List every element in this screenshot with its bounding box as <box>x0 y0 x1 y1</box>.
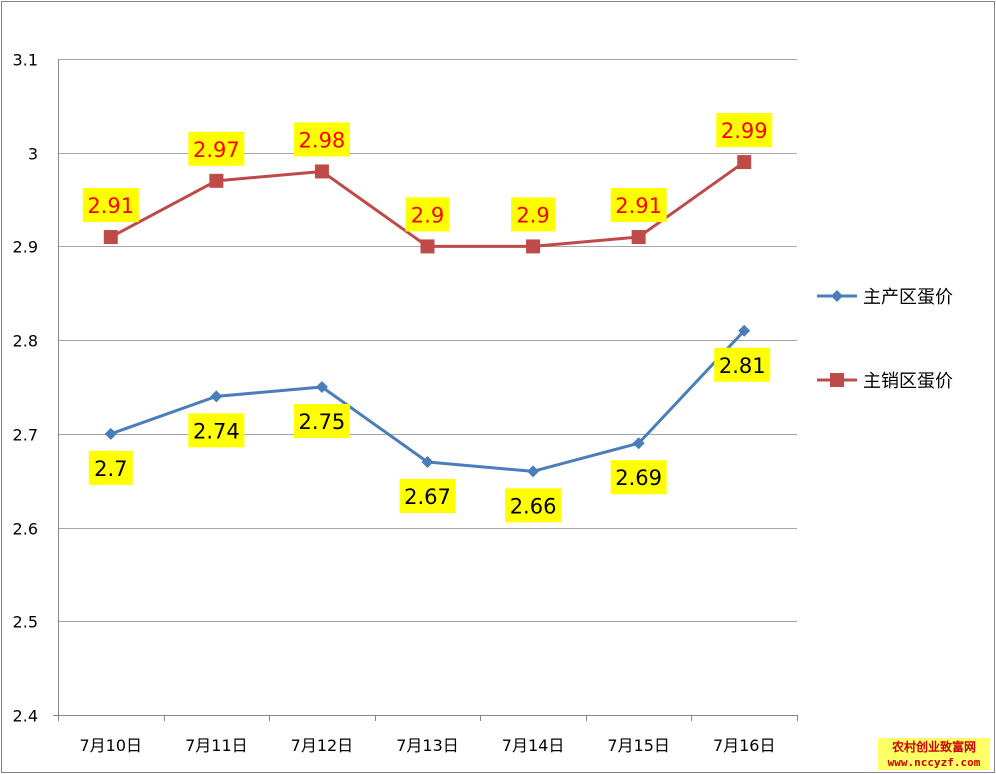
data-point-marker <box>315 381 328 393</box>
data-label: 2.98 <box>299 128 346 152</box>
x-tick-label: 7月10日 <box>80 736 143 755</box>
x-tick-label: 7月11日 <box>185 736 248 755</box>
data-label-background <box>293 122 350 157</box>
data-label: 2.97 <box>193 138 240 162</box>
data-label-background <box>714 347 771 382</box>
data-label: 2.9 <box>411 203 444 227</box>
data-point-marker <box>314 164 329 179</box>
data-label-background <box>610 188 667 223</box>
data-label: 2.69 <box>615 466 662 490</box>
y-tick-label: 2.4 <box>13 707 38 726</box>
y-axis-tick-labels: 2.4 2.5 2.6 2.7 2.8 2.9 3 3.1 <box>13 51 38 726</box>
data-label-background <box>405 197 450 232</box>
y-tick-label: 2.6 <box>13 520 38 539</box>
data-label: 2.91 <box>615 194 662 218</box>
data-point-marker <box>209 173 224 188</box>
data-label-background <box>716 113 773 148</box>
data-point-marker <box>527 465 540 478</box>
x-tick-label: 7月12日 <box>291 736 354 755</box>
data-point-marker <box>103 230 118 245</box>
data-label: 2.66 <box>510 494 557 518</box>
data-label-background <box>610 460 667 495</box>
x-axis-tick-labels: 7月10日 7月11日 7月12日 7月13日 7月14日 7月15日 7月16日 <box>80 736 776 755</box>
data-label-background <box>505 488 562 523</box>
data-label: 2.81 <box>719 354 766 378</box>
data-label-background <box>88 450 133 485</box>
x-tick-label: 7月15日 <box>607 736 670 755</box>
legend-marker <box>831 290 843 302</box>
watermark: 农村创业致富网 www.nccyzf.com <box>878 738 990 770</box>
data-point-marker <box>420 239 435 254</box>
data-label: 2.67 <box>404 485 451 509</box>
legend-label: 主销区蛋价 <box>863 371 953 392</box>
data-labels: 2.7 2.74 2.75 2.67 2.66 2.69 2.81 2.91 2.97 2.98 2… <box>82 113 773 523</box>
data-label-background <box>188 131 245 166</box>
watermark-line1: 农村创业致富网 <box>891 739 976 754</box>
data-point-marker <box>631 230 646 245</box>
legend-marker <box>830 373 844 387</box>
y-tick-label: 3 <box>28 145 38 164</box>
data-label: 2.99 <box>721 119 768 143</box>
data-label: 2.74 <box>193 419 240 443</box>
data-label-background <box>293 404 350 438</box>
data-label-background <box>399 478 456 513</box>
axes <box>53 59 798 721</box>
y-tick-label: 2.8 <box>13 332 38 351</box>
x-tick-label: 7月16日 <box>713 736 776 755</box>
series-lines <box>103 155 752 478</box>
data-label-background <box>82 188 139 223</box>
data-point-marker <box>421 455 434 468</box>
watermark-background <box>878 738 990 770</box>
y-tick-label: 2.9 <box>13 238 38 257</box>
legend-label: 主产区蛋价 <box>863 287 953 308</box>
data-point-marker <box>104 427 117 440</box>
data-point-marker <box>737 155 752 170</box>
data-label-background <box>188 413 245 448</box>
data-point-marker <box>526 239 541 254</box>
data-label: 2.7 <box>94 457 127 481</box>
data-point-marker <box>210 390 223 403</box>
y-tick-label: 3.1 <box>13 51 38 70</box>
x-tick-label: 7月13日 <box>396 736 459 755</box>
data-label-background <box>511 197 556 232</box>
data-label: 2.91 <box>87 194 134 218</box>
y-tick-label: 2.5 <box>13 613 38 632</box>
y-tick-label: 2.7 <box>13 426 38 445</box>
data-point-marker <box>632 437 645 450</box>
x-tick-label: 7月14日 <box>502 736 565 755</box>
data-label: 2.9 <box>516 203 549 227</box>
data-point-marker <box>738 324 751 337</box>
watermark-line2: www.nccyzf.com <box>888 756 981 769</box>
data-label: 2.75 <box>299 410 346 434</box>
